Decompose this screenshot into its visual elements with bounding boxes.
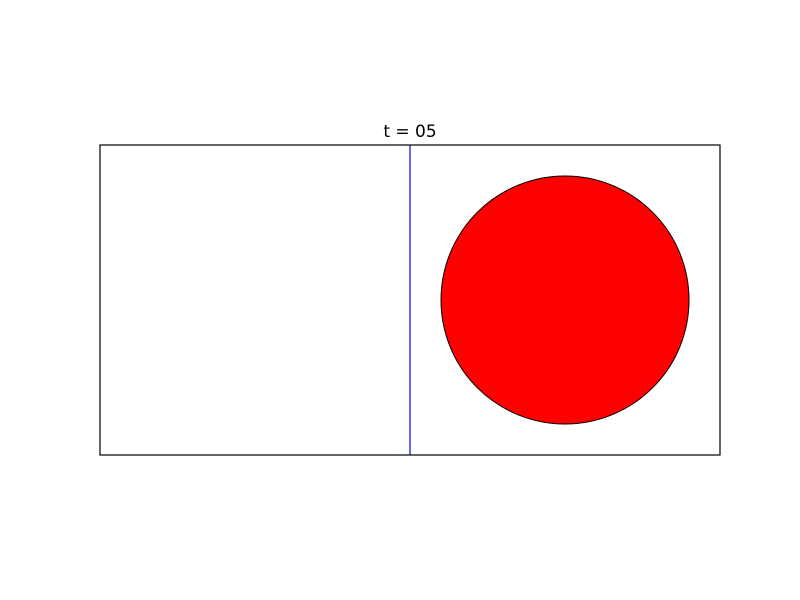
axes-frame [99,144,721,456]
red-circle [440,175,690,425]
plot-title: t = 05 [383,122,436,142]
axes [99,144,721,456]
